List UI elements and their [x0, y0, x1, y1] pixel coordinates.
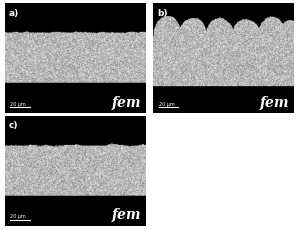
Text: fem: fem — [112, 96, 141, 110]
Text: b): b) — [157, 9, 168, 18]
Text: c): c) — [9, 121, 18, 130]
Text: 20 µm: 20 µm — [10, 102, 26, 107]
Text: a): a) — [9, 9, 19, 18]
Text: 20 µm: 20 µm — [159, 102, 174, 107]
Text: 20 µm: 20 µm — [10, 214, 26, 219]
Text: fem: fem — [260, 96, 290, 110]
Text: fem: fem — [112, 208, 141, 222]
